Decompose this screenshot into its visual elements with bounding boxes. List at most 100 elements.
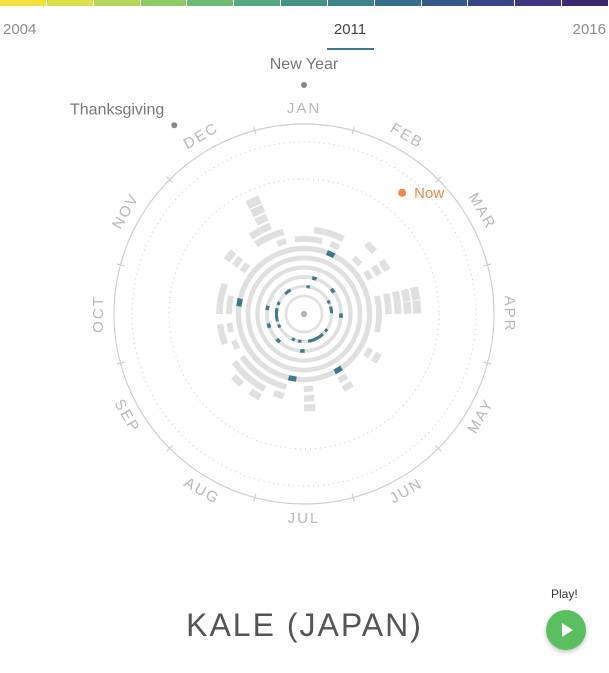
weekly-interest-cell [308,265,317,271]
weekly-interest-cell [265,253,276,263]
weekly-interest-cell [255,318,261,327]
weekly-interest-cell [313,226,325,235]
month-divider-tick [116,263,125,267]
weekly-interest-cell [356,319,363,329]
timeline-year-segment[interactable] [421,0,469,6]
weekly-interest-cell [347,280,356,290]
weekly-interest-cell [392,290,401,304]
weekly-interest-cell [276,361,286,369]
holiday-marker-dot[interactable] [301,82,307,88]
weekly-interest-cell [231,360,244,373]
weekly-interest-cell [289,366,299,373]
weekly-interest-cell [236,321,243,331]
timeline-year-segment[interactable] [140,0,188,6]
weekly-interest-cell [359,282,368,293]
weekly-interest-cell [322,361,332,369]
weekly-interest-cell [231,255,244,268]
weekly-interest-cell [226,322,234,333]
weekly-interest-cell [299,284,305,289]
now-marker-dot[interactable] [398,188,407,197]
weekly-interest-cell [314,355,322,362]
weekly-interest-cell [230,339,241,351]
month-label-jul: JUL [288,510,321,527]
weekly-interest-cell [235,305,242,315]
weekly-interest-cell [351,255,363,267]
month-label-feb: FEB [387,120,426,152]
weekly-interest-cell [231,374,244,387]
search-term-title: KALE (JAPAN) [186,607,423,643]
holiday-marker-dot[interactable] [171,122,178,129]
month-divider-tick [166,176,173,183]
weekly-interest-cell [249,286,257,296]
weekly-interest-cell [259,373,271,384]
weekly-interest-cell [245,374,258,387]
weekly-interest-cell [276,259,286,267]
timeline-year-segment[interactable] [468,0,516,6]
now-marker-label: Now [414,185,444,202]
timeline-year-segment[interactable] [234,0,282,6]
month-label-apr: APR [501,296,518,333]
weekly-interest-cell [383,293,392,305]
weekly-interest-cell [250,204,266,218]
weekly-interest-cell [263,231,276,242]
weekly-interest-cell [255,301,261,310]
month-label-oct: OCT [90,295,107,333]
month-divider-tick [435,176,442,183]
weekly-interest-cell [365,297,372,307]
weekly-interest-cell [363,269,374,281]
weekly-interest-cell [245,313,251,322]
month-label-sep: SEP [111,396,144,436]
month-label-jan: JAN [287,100,321,117]
timeline-year-segment[interactable] [93,0,141,6]
timeline-end-year[interactable]: 2016 [572,21,606,38]
month-divider-tick [483,361,492,365]
year-timeline-bar[interactable] [0,0,609,6]
timeline-year-segment[interactable] [562,0,609,6]
weekly-interest-cell [247,293,254,302]
weekly-interest-cell [287,375,297,382]
timeline-year-segment[interactable] [327,0,375,6]
weekly-interest-cell [303,394,315,402]
weekly-interest-cell [363,347,374,359]
weekly-interest-cell [370,351,382,364]
weekly-interest-cell [318,372,329,381]
weekly-interest-cell [279,247,290,256]
weekly-interest-cell [286,266,294,273]
weekly-interest-cell [350,349,361,360]
weekly-interest-cell [332,253,343,263]
weekly-interest-cell [236,297,243,307]
timeline-year-segment[interactable] [515,0,563,6]
holiday-marker-label: New Year [270,56,339,73]
weekly-interest-cell [235,313,242,323]
weekly-interest-cell [255,313,260,321]
weekly-interest-cell [308,357,317,363]
chart-ring [113,123,495,505]
weekly-interest-cell [375,304,383,315]
weekly-interest-cell [248,227,262,240]
weekly-interest-cell [339,257,350,268]
timeline-year-segment[interactable] [46,0,94,6]
weekly-interest-cell [276,238,288,247]
timeline-year-segment[interactable] [187,0,235,6]
weekly-interest-cell [303,358,311,363]
month-divider-tick [351,126,355,135]
weekly-interest-cell [272,390,285,400]
current-year-label[interactable]: 2011 [333,21,367,38]
play-button[interactable] [546,610,586,650]
play-label: Play! [551,587,578,601]
weekly-interest-cell [255,307,260,315]
weekly-interest-cell [366,313,373,323]
weekly-interest-cell [239,354,251,366]
weekly-interest-cell [245,361,257,373]
timeline-year-segment[interactable] [0,0,47,6]
weekly-interest-cell [365,321,372,331]
weekly-interest-cell [237,289,246,300]
weekly-interest-cell [291,265,300,271]
weekly-interest-cell [295,376,305,383]
timeline-start-year[interactable]: 2004 [3,21,37,38]
month-divider-tick [351,493,355,502]
timeline-year-segment[interactable] [374,0,422,6]
weekly-interest-cell [303,245,313,252]
timeline-year-segment[interactable] [281,0,328,6]
weekly-interest-cell [366,305,373,315]
